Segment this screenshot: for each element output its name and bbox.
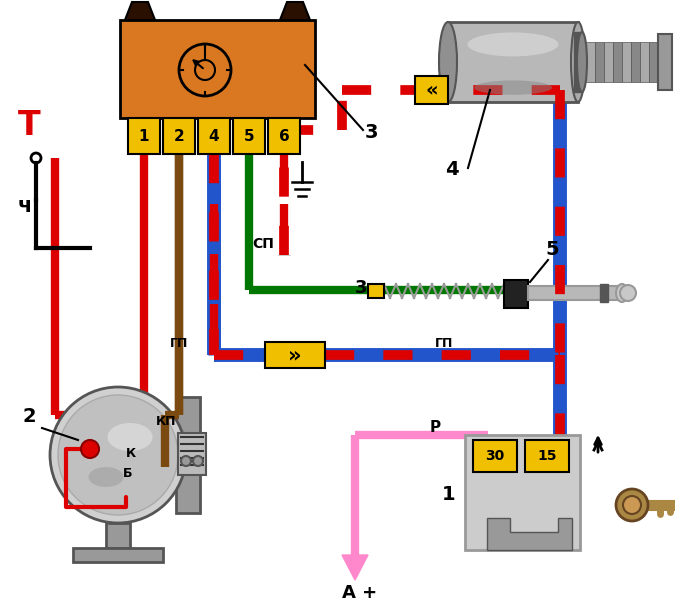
Bar — [658, 34, 672, 90]
Bar — [640, 42, 649, 82]
Bar — [178, 433, 206, 475]
Bar — [233, 118, 265, 154]
Bar — [613, 42, 622, 82]
Bar — [574, 32, 582, 92]
Bar — [198, 118, 230, 154]
Bar — [473, 440, 517, 472]
Text: 4: 4 — [209, 129, 219, 143]
Circle shape — [50, 387, 186, 523]
Circle shape — [623, 496, 641, 514]
Text: 6: 6 — [279, 129, 290, 143]
Bar — [368, 284, 384, 298]
Ellipse shape — [616, 284, 628, 302]
Text: 3: 3 — [365, 122, 379, 141]
Text: Б: Б — [123, 467, 132, 480]
Bar — [73, 548, 163, 562]
Circle shape — [620, 285, 636, 301]
Circle shape — [81, 440, 99, 458]
Bar — [106, 523, 130, 548]
Text: КП: КП — [156, 415, 176, 428]
Bar — [622, 42, 631, 82]
Bar — [120, 20, 315, 118]
Text: 5: 5 — [545, 240, 559, 259]
Text: 1: 1 — [139, 129, 149, 143]
Text: ГП: ГП — [435, 337, 454, 350]
Text: 1: 1 — [442, 485, 456, 504]
Polygon shape — [342, 555, 368, 580]
Ellipse shape — [439, 22, 457, 102]
Ellipse shape — [468, 33, 558, 57]
Bar — [268, 118, 300, 154]
Text: 5: 5 — [244, 129, 254, 143]
Text: ч: ч — [18, 196, 32, 216]
Text: 2: 2 — [173, 129, 184, 143]
Ellipse shape — [107, 423, 153, 451]
Bar — [604, 42, 613, 82]
Polygon shape — [125, 2, 155, 20]
Bar — [504, 280, 528, 308]
Text: »: » — [288, 345, 302, 365]
Bar — [265, 342, 325, 368]
Ellipse shape — [571, 22, 585, 102]
Text: 30: 30 — [485, 449, 505, 463]
Circle shape — [193, 456, 203, 466]
Bar — [528, 286, 618, 300]
Polygon shape — [280, 2, 310, 20]
Polygon shape — [487, 518, 572, 550]
Circle shape — [58, 395, 178, 515]
Text: Т: Т — [18, 109, 40, 142]
Bar — [649, 42, 658, 82]
Text: К: К — [126, 447, 136, 460]
Bar — [128, 118, 160, 154]
Text: «: « — [426, 81, 438, 100]
Bar — [415, 76, 448, 104]
Text: 2: 2 — [22, 407, 36, 426]
Ellipse shape — [88, 467, 124, 487]
Ellipse shape — [474, 81, 552, 95]
Bar — [600, 284, 608, 302]
Bar — [631, 42, 640, 82]
Circle shape — [181, 456, 191, 466]
Text: А +: А + — [342, 584, 377, 602]
Bar — [176, 397, 200, 513]
Bar — [163, 118, 195, 154]
Bar — [448, 22, 578, 102]
Text: ГП: ГП — [170, 337, 188, 350]
Ellipse shape — [577, 32, 587, 92]
Bar — [465, 435, 580, 550]
Bar — [525, 440, 569, 472]
Text: СП: СП — [252, 237, 274, 251]
Bar — [586, 42, 595, 82]
Text: Р: Р — [430, 420, 441, 435]
Text: 15: 15 — [537, 449, 557, 463]
Text: 4: 4 — [446, 160, 459, 179]
Circle shape — [616, 489, 648, 521]
Text: 3: 3 — [355, 279, 367, 297]
Bar — [595, 42, 604, 82]
